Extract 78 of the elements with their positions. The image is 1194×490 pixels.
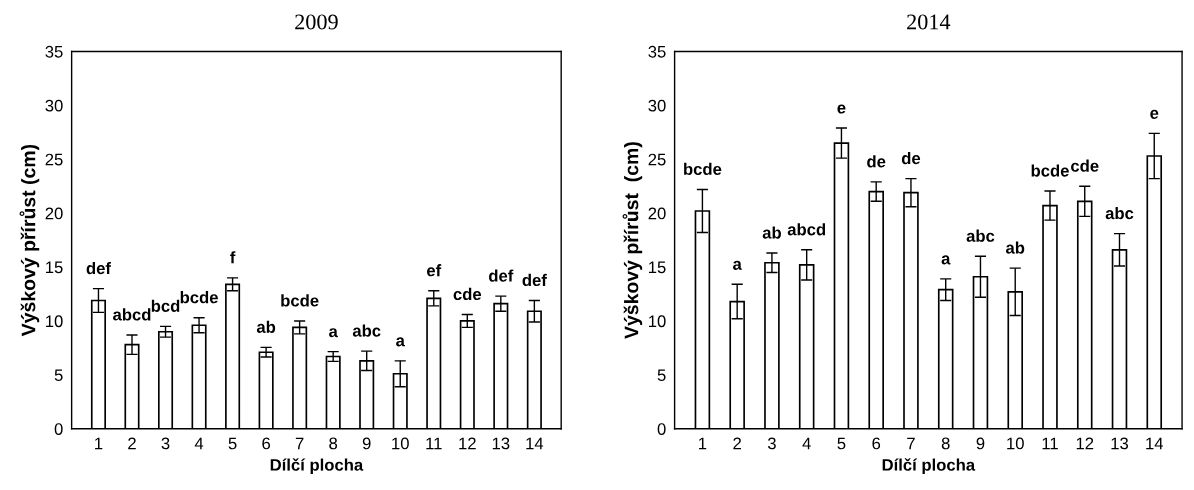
x-tick-label: 9 bbox=[362, 437, 371, 450]
annotation: def bbox=[522, 273, 547, 287]
y-tick-label: 0 bbox=[54, 423, 63, 435]
x-tick-label: 12 bbox=[1076, 437, 1094, 450]
y-tick-label: 0 bbox=[657, 423, 666, 435]
x-axis-title: Dílčí plocha bbox=[270, 458, 364, 475]
x-tick-label: 2 bbox=[128, 437, 136, 450]
annotation: bcd bbox=[151, 299, 180, 312]
y-tick-label: 15 bbox=[649, 261, 666, 274]
y-axis-title: Výškový přírůst (cm) bbox=[19, 144, 40, 337]
annotation: abcd bbox=[787, 223, 826, 236]
annotation: e bbox=[1150, 109, 1159, 119]
annotation: def bbox=[489, 269, 514, 282]
chart-title: 2014 bbox=[907, 14, 951, 30]
x-tick-label: 3 bbox=[767, 437, 776, 450]
x-tick-label: 2 bbox=[733, 437, 741, 450]
annotation: def bbox=[86, 261, 111, 275]
y-tick-label: 20 bbox=[45, 207, 63, 220]
y-tick-label: 5 bbox=[657, 369, 666, 382]
y-tick-label: 35 bbox=[45, 45, 63, 58]
y-tick-label: 25 bbox=[45, 153, 63, 166]
chart-title: 2009 bbox=[295, 14, 338, 30]
annotation: de bbox=[867, 155, 886, 168]
y-tick-label: 25 bbox=[648, 153, 666, 166]
annotation: ef bbox=[427, 264, 442, 277]
x-tick-label: 14 bbox=[1146, 437, 1164, 450]
x-tick-label: 5 bbox=[837, 437, 846, 450]
annotation: a bbox=[733, 260, 742, 270]
annotation: ab bbox=[256, 320, 276, 333]
x-tick-label: 7 bbox=[907, 437, 915, 450]
annotation: a bbox=[396, 337, 405, 347]
annotation: cde bbox=[1071, 159, 1099, 172]
annotation: f bbox=[230, 251, 236, 264]
x-tick-label: 1 bbox=[699, 437, 707, 450]
annotation: a bbox=[941, 255, 951, 265]
x-tick-label: 11 bbox=[426, 437, 442, 450]
y-tick-label: 20 bbox=[648, 207, 666, 220]
x-tick-label: 7 bbox=[295, 437, 304, 450]
x-tick-label: 8 bbox=[941, 437, 950, 450]
x-tick-label: 5 bbox=[228, 437, 237, 450]
x-tick-label: 4 bbox=[802, 437, 811, 450]
x-tick-label: 11 bbox=[1042, 437, 1058, 450]
x-tick-label: 3 bbox=[161, 437, 170, 450]
y-tick-label: 30 bbox=[45, 99, 63, 112]
x-axis-title: Dílčí plocha bbox=[882, 458, 976, 475]
annotation: abc bbox=[966, 229, 995, 242]
y-tick-label: 30 bbox=[648, 99, 666, 112]
annotation: ab bbox=[762, 226, 781, 239]
annotation: abc bbox=[1105, 206, 1134, 220]
y-tick-label: 15 bbox=[46, 261, 63, 274]
x-tick-label: 6 bbox=[872, 437, 881, 450]
annotation: abc bbox=[352, 324, 381, 337]
annotation: bcde bbox=[1031, 164, 1069, 177]
x-tick-label: 14 bbox=[526, 437, 544, 450]
annotation: bcde bbox=[180, 291, 218, 304]
y-tick-label: 5 bbox=[54, 369, 63, 382]
x-tick-label: 13 bbox=[1111, 437, 1129, 450]
x-tick-label: 13 bbox=[492, 437, 510, 450]
y-tick-label: 10 bbox=[46, 315, 63, 328]
annotation: de bbox=[901, 152, 921, 165]
annotation: e bbox=[837, 104, 846, 114]
y-axis-title: Výškový přírůst (cm) bbox=[622, 142, 643, 339]
x-tick-label: 1 bbox=[95, 437, 103, 450]
annotation: a bbox=[329, 328, 338, 338]
x-tick-label: 6 bbox=[262, 437, 271, 450]
x-tick-label: 4 bbox=[194, 437, 204, 450]
annotation: ab bbox=[1005, 241, 1025, 254]
y-tick-label: 35 bbox=[648, 45, 666, 58]
x-tick-label: 10 bbox=[392, 437, 409, 450]
annotation: bcde bbox=[281, 294, 319, 307]
annotation: bcde bbox=[684, 162, 722, 176]
x-tick-label: 8 bbox=[329, 437, 338, 450]
annotation: cde bbox=[453, 287, 482, 301]
x-tick-label: 10 bbox=[1007, 437, 1024, 450]
annotation: abcd bbox=[113, 308, 151, 321]
y-tick-label: 10 bbox=[649, 315, 666, 328]
x-tick-label: 9 bbox=[976, 437, 985, 450]
x-tick-label: 12 bbox=[459, 437, 476, 450]
